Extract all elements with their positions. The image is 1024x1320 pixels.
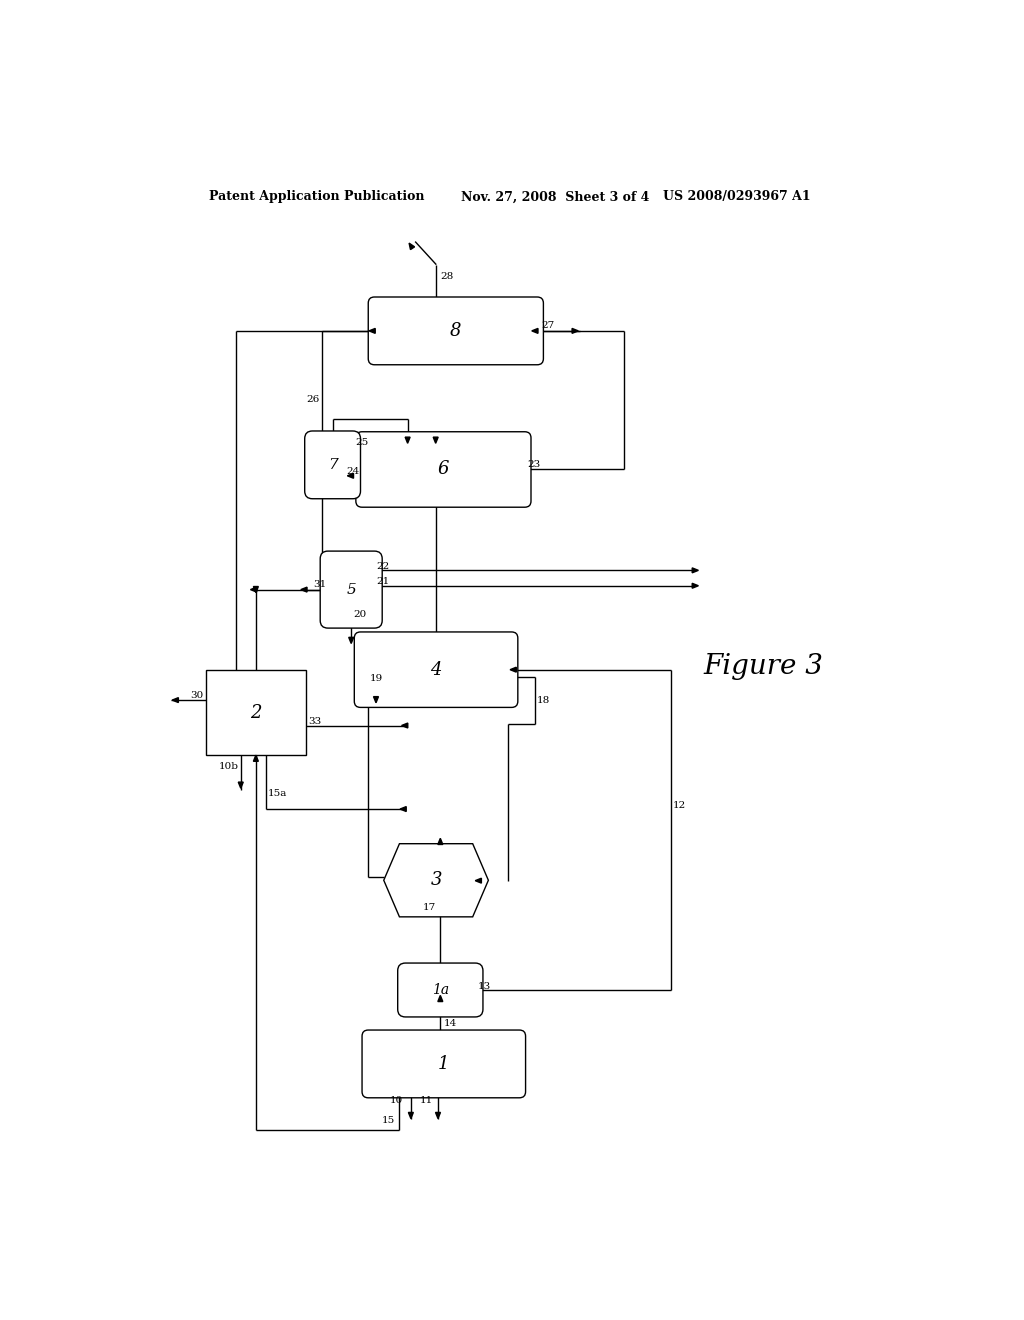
Text: 30: 30 [189, 690, 203, 700]
Polygon shape [531, 329, 538, 334]
Polygon shape [692, 568, 698, 573]
Polygon shape [349, 638, 353, 644]
Text: 21: 21 [376, 577, 389, 586]
Polygon shape [172, 698, 178, 702]
FancyBboxPatch shape [321, 552, 382, 628]
Polygon shape [409, 1113, 414, 1118]
Text: 18: 18 [537, 696, 550, 705]
Text: 3: 3 [430, 871, 441, 890]
Text: 19: 19 [370, 673, 383, 682]
Polygon shape [510, 667, 516, 672]
Text: 11: 11 [419, 1097, 432, 1105]
Text: 4: 4 [430, 661, 441, 678]
Polygon shape [438, 995, 442, 1002]
Polygon shape [572, 329, 579, 334]
Text: 12: 12 [673, 801, 686, 809]
FancyBboxPatch shape [356, 432, 531, 507]
Text: 15a: 15a [268, 789, 288, 799]
Text: 1: 1 [438, 1055, 450, 1073]
Polygon shape [384, 843, 488, 917]
Text: 15: 15 [382, 1117, 395, 1126]
FancyBboxPatch shape [305, 430, 360, 499]
Polygon shape [239, 781, 244, 788]
Text: 13: 13 [477, 982, 490, 990]
Polygon shape [406, 437, 410, 444]
Text: 5: 5 [346, 582, 356, 597]
Polygon shape [692, 583, 698, 589]
Polygon shape [410, 243, 415, 249]
Polygon shape [400, 807, 407, 812]
Polygon shape [435, 1113, 440, 1118]
Polygon shape [374, 697, 379, 702]
Text: US 2008/0293967 A1: US 2008/0293967 A1 [663, 190, 810, 203]
Polygon shape [347, 474, 353, 478]
FancyBboxPatch shape [362, 1030, 525, 1098]
FancyBboxPatch shape [397, 964, 483, 1016]
Text: 6: 6 [437, 461, 450, 478]
Bar [206, 671, 306, 755]
Text: 22: 22 [376, 562, 389, 572]
Polygon shape [433, 437, 438, 444]
Text: 8: 8 [451, 322, 462, 339]
FancyBboxPatch shape [354, 632, 518, 708]
Text: 10: 10 [390, 1097, 403, 1105]
Text: 31: 31 [313, 581, 327, 590]
Text: 7: 7 [328, 458, 338, 471]
Text: Patent Application Publication: Patent Application Publication [209, 190, 425, 203]
Polygon shape [401, 723, 408, 727]
Text: 23: 23 [527, 461, 541, 470]
Polygon shape [253, 755, 258, 762]
Text: 28: 28 [440, 272, 454, 281]
Text: 27: 27 [541, 321, 554, 330]
Text: Figure 3: Figure 3 [703, 653, 823, 680]
Text: Nov. 27, 2008  Sheet 3 of 4: Nov. 27, 2008 Sheet 3 of 4 [461, 190, 649, 203]
Polygon shape [251, 587, 257, 593]
Text: 26: 26 [306, 395, 319, 404]
Text: 14: 14 [443, 1019, 457, 1027]
Text: 33: 33 [308, 717, 322, 726]
Polygon shape [475, 878, 481, 883]
Text: 25: 25 [355, 438, 369, 447]
Polygon shape [369, 329, 375, 334]
FancyBboxPatch shape [369, 297, 544, 364]
Text: 17: 17 [423, 903, 436, 912]
Text: 10b: 10b [218, 762, 239, 771]
Text: 2: 2 [250, 704, 261, 722]
Text: 1a: 1a [432, 983, 449, 997]
Polygon shape [253, 586, 258, 593]
Text: 24: 24 [346, 467, 359, 475]
Polygon shape [438, 838, 442, 845]
Polygon shape [301, 587, 307, 593]
Text: 20: 20 [353, 610, 367, 619]
